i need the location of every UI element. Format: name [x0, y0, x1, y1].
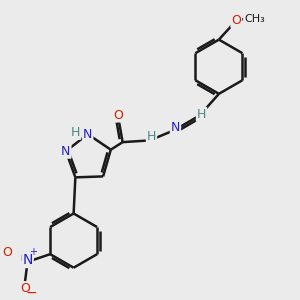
Text: O: O	[231, 14, 241, 27]
Text: N: N	[61, 145, 70, 158]
Text: N: N	[83, 128, 92, 141]
Text: H: H	[197, 108, 206, 121]
Text: H: H	[71, 126, 80, 139]
Text: N: N	[171, 121, 180, 134]
Text: H: H	[147, 130, 156, 143]
Text: O: O	[113, 109, 123, 122]
Text: O: O	[20, 282, 30, 295]
Text: N: N	[22, 253, 33, 267]
Text: CH₃: CH₃	[244, 14, 265, 24]
Text: O: O	[2, 246, 12, 259]
Text: +: +	[29, 247, 38, 257]
Text: −: −	[26, 286, 38, 300]
